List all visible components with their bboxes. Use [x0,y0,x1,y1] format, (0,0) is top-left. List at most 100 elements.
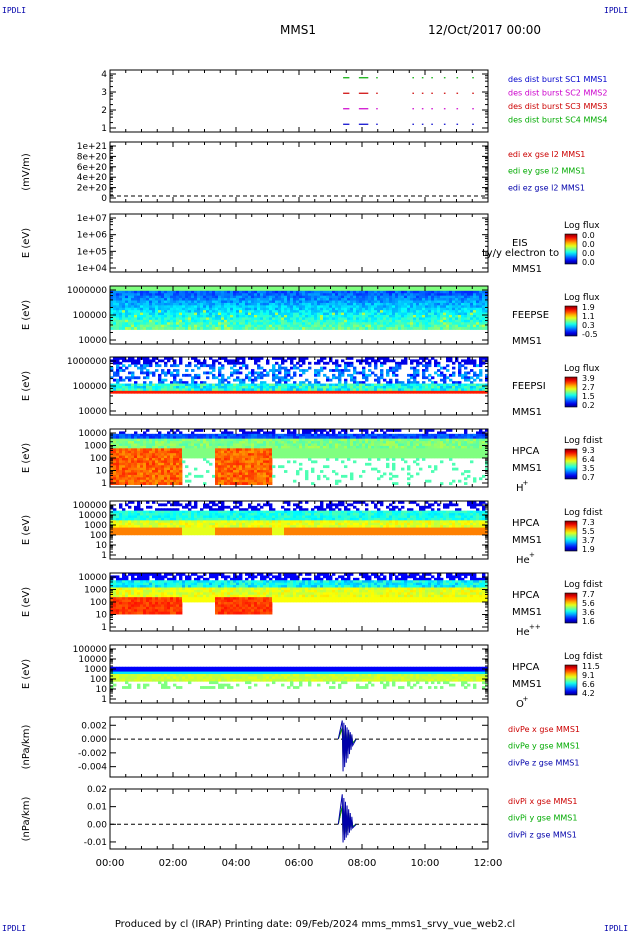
y-tick-label-6-2: 100 [90,531,107,541]
colorbar-tick-4-0: 3.9 [582,374,595,383]
species-charge-7: ++ [529,623,541,631]
instrument-label-7: HPCA [512,590,540,601]
colorbar-tick-5-2: 3.5 [582,464,595,473]
y-tick-label-5-1: 10 [96,467,108,477]
spacecraft-label-8: MMS1 [512,679,542,690]
colorbar-tick-4-1: 2.7 [582,383,595,392]
y-axis-label-9: (nPa/km) [21,725,32,770]
y-tick-label-0-1: 2 [101,106,107,116]
colorbar-tick-8-0: 11.5 [582,662,600,671]
colorbar-tick-3-3: -0.5 [582,330,598,339]
legend-entry-0-2: des dist burst SC3 MMS3 [508,102,607,111]
y-tick-label-8-2: 100 [90,675,107,685]
y-tick-label-7-2: 100 [90,598,107,608]
y-tick-label-8-0: 1 [101,695,107,705]
colorbar-tick-3-1: 1.1 [582,312,595,321]
y-tick-label-7-3: 1000 [84,586,107,596]
y-tick-label-10-1: 0.00 [87,820,107,830]
legend-entry-0-3: des dist burst SC4 MMS4 [508,116,607,125]
y-axis-label-10: (nPa/km) [21,797,32,842]
x-tick-label-4: 08:00 [348,858,377,869]
y-tick-label-1-4: 8e+20 [77,152,108,162]
colorbar-title-8: Log fdist [564,652,603,662]
spectrogram-7 [110,573,489,615]
colorbar-tick-8-2: 6.6 [582,680,595,689]
y-axis-label-3: E (eV) [21,300,32,330]
legend-entry-10-1: divPi y gse MMS1 [508,814,577,823]
panel-frame-0 [109,69,489,133]
spacecraft-label-2: MMS1 [512,264,542,275]
y-tick-label-7-0: 1 [101,623,107,633]
instrument-label-2: EIS [512,238,528,249]
colorbar-tick-5-1: 6.4 [582,455,595,464]
panel-frame-1 [109,141,489,203]
colorbar-tick-7-0: 7.7 [582,590,595,599]
y-tick-label-4-0: 10000 [78,407,107,417]
colorbar-title-6: Log fdist [564,508,603,518]
y-tick-label-6-3: 1000 [84,521,107,531]
colorbar-3 [564,305,578,337]
colorbar-title-7: Log fdist [564,580,603,590]
colorbar-tick-6-0: 7.3 [582,518,595,527]
y-tick-label-4-2: 1000000 [67,357,107,367]
y-tick-label-10-3: 0.02 [87,785,107,795]
species-charge-6: + [529,551,535,559]
page-datetime: 12/Oct/2017 00:00 [428,23,542,37]
colorbar-tick-6-1: 5.5 [582,527,595,536]
colorbar-tick-3-2: 0.3 [582,321,595,330]
y-tick-label-1-2: 4e+20 [77,173,108,183]
species-charge-8: + [523,695,529,703]
spacecraft-label-5: MMS1 [512,463,542,474]
spectrogram-6 [110,501,489,536]
x-tick-label-1: 02:00 [159,858,188,869]
y-tick-label-6-0: 1 [101,551,107,561]
colorbar-tick-7-2: 3.6 [582,608,595,617]
colorbar-5 [564,448,578,480]
legend-entry-10-0: divPi x gse MMS1 [508,797,577,806]
trace-10-2 [337,794,357,843]
spacecraft-label-7: MMS1 [512,607,542,618]
y-tick-label-2-0: 1e+04 [77,264,108,274]
spacecraft-label-4: MMS1 [512,407,542,418]
colorbar-tick-6-2: 3.7 [582,536,595,545]
instrument-label-8: HPCA [512,662,540,673]
y-tick-label-2-2: 1e+06 [77,231,108,241]
trace-9-2 [337,720,357,772]
panel-frame-9 [109,716,489,778]
y-tick-label-3-2: 1000000 [67,286,107,296]
x-tick-label-6: 12:00 [474,858,503,869]
colorbar-tick-5-0: 9.3 [582,446,595,455]
colorbar-7 [564,592,578,624]
species-label-6: He [516,555,530,566]
y-tick-label-4-1: 100000 [73,382,108,392]
species-label-8: O [516,699,524,710]
y-tick-label-5-4: 10000 [78,429,107,439]
y-axis-label-8: E (eV) [21,659,32,689]
y-tick-label-9-0: -0.004 [78,763,107,773]
colorbar-2 [564,233,578,265]
colorbar-tick-7-3: 1.6 [582,617,595,626]
corner-label-bottom-right: IPDLI [604,924,629,933]
species-label-7: He [516,627,530,638]
colorbar-tick-2-0: 0.0 [582,231,595,240]
y-tick-label-3-0: 10000 [78,336,107,346]
y-axis-label-4: E (eV) [21,371,32,401]
y-tick-label-1-3: 6e+20 [77,163,108,173]
y-tick-label-6-1: 10 [96,541,108,551]
y-tick-label-7-1: 10 [96,611,108,621]
y-tick-label-1-5: 1e+21 [77,142,107,152]
x-tick-label-3: 06:00 [285,858,314,869]
legend-entry-9-2: divPe z gse MMS1 [508,758,579,767]
y-tick-label-5-2: 100 [90,454,107,464]
panel-frame-10 [109,788,489,850]
colorbar-6 [564,520,578,552]
colorbar-title-3: Log flux [564,293,600,303]
instrument-label-4: FEEPSI [512,381,546,392]
panel-frame-2 [109,213,489,273]
y-axis-label-7: E (eV) [21,587,32,617]
spectrogram-8 [110,666,489,689]
colorbar-tick-4-2: 1.5 [582,392,595,401]
y-tick-label-9-3: 0.002 [81,721,107,731]
legend-entry-9-0: divPe x gse MMS1 [508,725,580,734]
